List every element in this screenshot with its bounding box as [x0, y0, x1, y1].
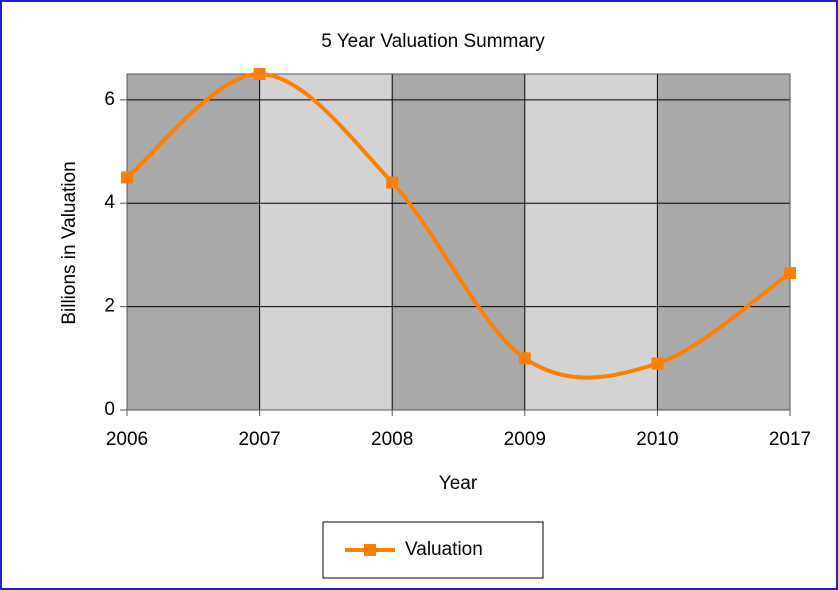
point-marker [784, 267, 796, 280]
plot-band [259, 74, 393, 410]
y-tick-label: 0 [104, 399, 115, 420]
plot-band [657, 74, 790, 410]
point-marker [121, 171, 133, 184]
y-tick-label: 6 [104, 89, 115, 110]
x-tick-label: 2009 [504, 429, 546, 450]
x-tick-label: 2008 [371, 429, 413, 450]
legend-marker [364, 544, 376, 556]
y-tick-label: 2 [104, 296, 115, 317]
plot-band [524, 74, 658, 410]
x-tick-label: 2006 [106, 429, 148, 450]
plot-band [392, 74, 525, 410]
x-tick-label: 2017 [769, 429, 811, 450]
legend-label: Valuation [405, 539, 483, 560]
legend: Valuation [322, 521, 544, 579]
y-tick-label: 4 [104, 192, 115, 213]
chart-title: 5 Year Valuation Summary [321, 31, 545, 52]
point-marker [651, 357, 664, 370]
x-axis-label: Year [439, 473, 478, 494]
y-axis-label: Billions in Valuation [59, 161, 80, 324]
plot-border [126, 73, 791, 411]
point-marker [518, 352, 531, 365]
x-tick-label: 2010 [636, 429, 678, 450]
line [125, 71, 792, 380]
point-marker [253, 68, 266, 80]
x-tick-label: 2007 [238, 429, 280, 450]
plot-band [127, 74, 260, 410]
point-marker [386, 176, 399, 189]
